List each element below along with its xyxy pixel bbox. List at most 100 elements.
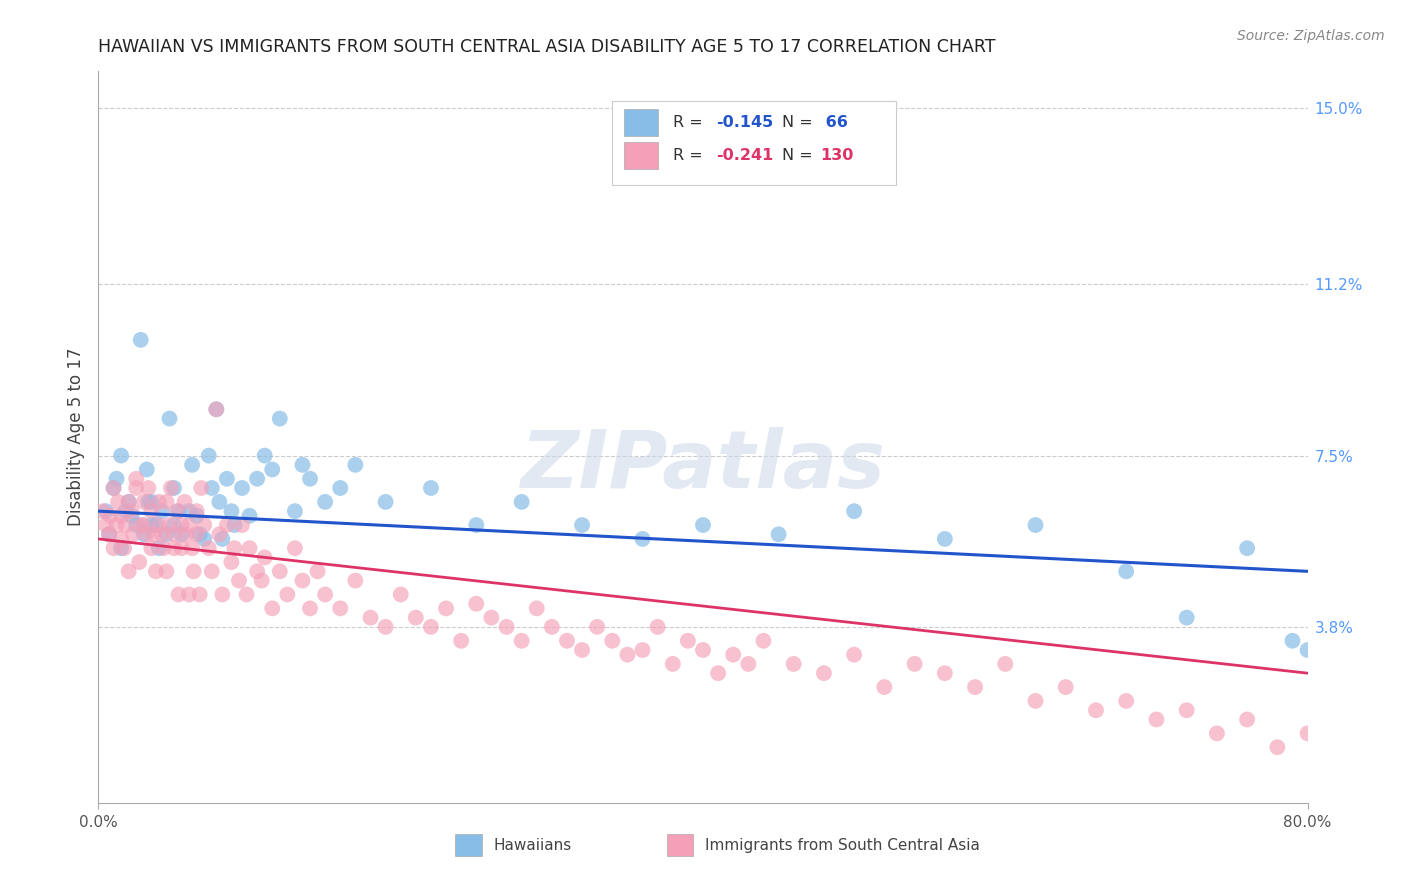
Point xyxy=(631,643,654,657)
Point xyxy=(148,518,170,533)
Point xyxy=(1054,680,1077,694)
Point xyxy=(602,633,624,648)
Point xyxy=(141,495,163,509)
Point xyxy=(103,481,125,495)
Point xyxy=(1402,772,1406,787)
Point xyxy=(253,449,276,463)
Point xyxy=(136,495,159,509)
Point xyxy=(145,565,167,579)
Point xyxy=(1341,758,1364,772)
Point xyxy=(179,587,201,601)
Point xyxy=(132,527,155,541)
Point xyxy=(1236,541,1258,556)
Point xyxy=(314,495,336,509)
Point xyxy=(329,601,352,615)
Point xyxy=(723,648,745,662)
Point xyxy=(661,657,683,671)
Point xyxy=(1175,703,1198,717)
Point xyxy=(1357,749,1379,764)
Point xyxy=(1296,726,1319,740)
Point xyxy=(1144,713,1167,727)
Point xyxy=(631,532,654,546)
Point xyxy=(586,620,609,634)
Point xyxy=(1296,643,1319,657)
Point xyxy=(94,518,117,533)
Point xyxy=(284,504,307,518)
Point xyxy=(571,518,593,533)
Point xyxy=(167,504,190,518)
Point xyxy=(179,504,201,518)
Point xyxy=(155,495,177,509)
Point xyxy=(110,541,132,556)
Point xyxy=(215,518,238,533)
Point xyxy=(692,643,714,657)
Point xyxy=(307,565,329,579)
Point xyxy=(186,504,208,518)
Point xyxy=(141,518,163,533)
Point xyxy=(707,666,730,681)
Point xyxy=(179,518,201,533)
Point xyxy=(692,518,714,533)
Point xyxy=(616,648,638,662)
Point xyxy=(934,666,956,681)
Text: HAWAIIAN VS IMMIGRANTS FROM SOUTH CENTRAL ASIA DISABILITY AGE 5 TO 17 CORRELATIO: HAWAIIAN VS IMMIGRANTS FROM SOUTH CENTRA… xyxy=(98,38,995,56)
Point xyxy=(571,643,593,657)
Point xyxy=(125,481,148,495)
Point xyxy=(121,508,143,523)
Point xyxy=(173,495,195,509)
Point xyxy=(1312,749,1334,764)
Point xyxy=(262,601,284,615)
Point xyxy=(155,527,177,541)
Point xyxy=(1115,565,1137,579)
Text: R =: R = xyxy=(672,148,707,163)
Point xyxy=(188,587,211,601)
Point xyxy=(314,587,336,601)
Point xyxy=(188,527,211,541)
Point xyxy=(1267,740,1289,755)
Point xyxy=(94,504,117,518)
Point xyxy=(128,555,150,569)
Point xyxy=(269,565,291,579)
Point xyxy=(201,565,224,579)
Point xyxy=(98,527,121,541)
Point xyxy=(481,610,503,624)
FancyBboxPatch shape xyxy=(456,834,482,856)
Point xyxy=(510,633,533,648)
Point xyxy=(1206,726,1229,740)
Point xyxy=(118,495,141,509)
Point xyxy=(235,587,257,601)
Point xyxy=(526,601,548,615)
Point xyxy=(752,633,775,648)
Point xyxy=(291,574,314,588)
Text: Source: ZipAtlas.com: Source: ZipAtlas.com xyxy=(1237,29,1385,44)
Point xyxy=(465,597,488,611)
Point xyxy=(284,541,307,556)
Point xyxy=(299,472,322,486)
Point xyxy=(174,527,197,541)
Point xyxy=(159,411,181,425)
Point xyxy=(205,402,228,417)
Point xyxy=(1024,694,1046,708)
Point xyxy=(100,508,122,523)
Point xyxy=(152,541,174,556)
Point xyxy=(555,633,578,648)
Point xyxy=(183,565,205,579)
FancyBboxPatch shape xyxy=(613,101,897,185)
Point xyxy=(1281,633,1303,648)
Point xyxy=(103,481,125,495)
FancyBboxPatch shape xyxy=(624,109,658,136)
Point xyxy=(1175,610,1198,624)
Point xyxy=(193,532,215,546)
Point xyxy=(495,620,517,634)
Point xyxy=(231,518,253,533)
Text: -0.145: -0.145 xyxy=(716,115,773,130)
Point xyxy=(186,508,208,523)
Point xyxy=(540,620,562,634)
Point xyxy=(434,601,457,615)
Point xyxy=(135,527,157,541)
FancyBboxPatch shape xyxy=(624,142,658,169)
Point xyxy=(215,472,238,486)
Point xyxy=(148,495,170,509)
Point xyxy=(783,657,806,671)
Point xyxy=(98,527,121,541)
